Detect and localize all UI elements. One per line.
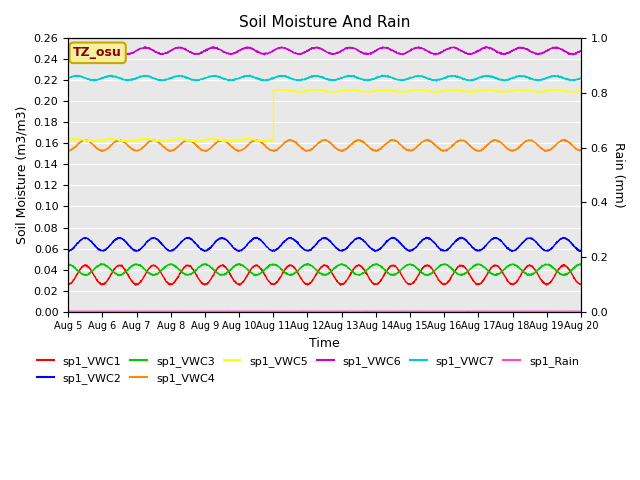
Text: TZ_osu: TZ_osu <box>73 46 122 60</box>
Title: Soil Moisture And Rain: Soil Moisture And Rain <box>239 15 410 30</box>
Y-axis label: Soil Moisture (m3/m3): Soil Moisture (m3/m3) <box>15 106 28 244</box>
Y-axis label: Rain (mm): Rain (mm) <box>612 142 625 208</box>
X-axis label: Time: Time <box>309 337 340 350</box>
Legend: sp1_VWC1, sp1_VWC2, sp1_VWC3, sp1_VWC4, sp1_VWC5, sp1_VWC6, sp1_VWC7, sp1_Rain: sp1_VWC1, sp1_VWC2, sp1_VWC3, sp1_VWC4, … <box>33 352 584 388</box>
